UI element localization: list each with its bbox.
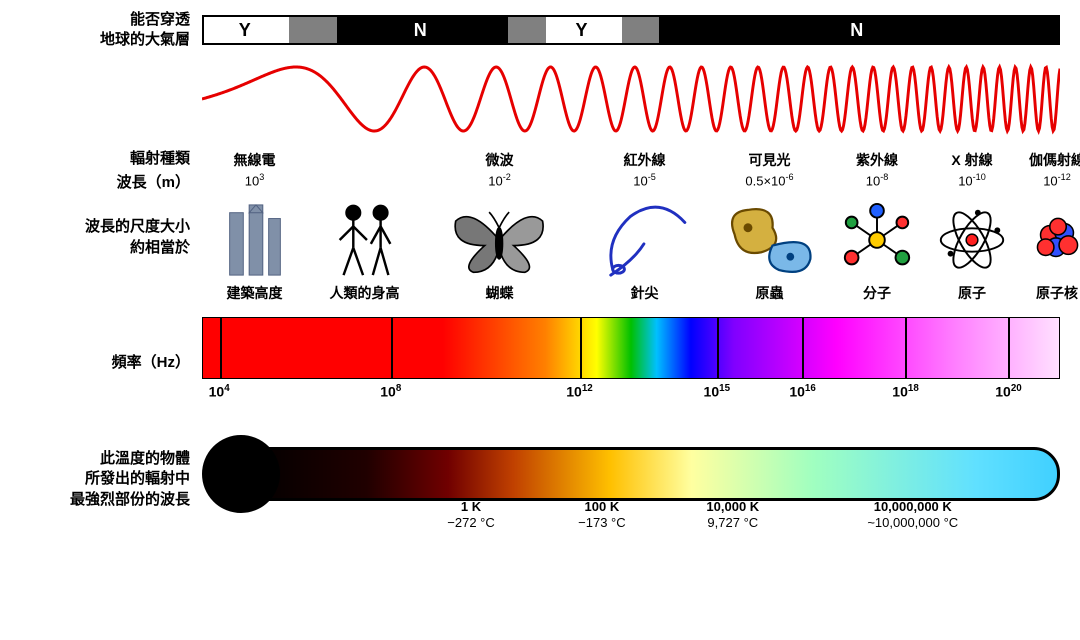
- radiation-column: 紫外線10-8: [827, 151, 927, 190]
- atmosphere-segment: [289, 17, 336, 43]
- radiation-types: 無線電103 微波10-2紅外線10-5可見光0.5×10-6紫外線10-8X …: [202, 151, 1080, 190]
- frequency-tick: [905, 318, 907, 378]
- radiation-column: 可見光0.5×10-6: [712, 151, 827, 190]
- frequency-label: 頻率（Hz）: [20, 353, 202, 373]
- frequency-tick-label: 1020: [995, 383, 1021, 400]
- scale-label: 人類的身高: [307, 283, 422, 303]
- atmosphere-segment: N: [337, 17, 508, 43]
- thermometer-mark: 100 K−173 °C: [578, 499, 625, 533]
- scale-label: 原蟲: [712, 283, 827, 303]
- scale-icon: [827, 201, 927, 279]
- atmosphere-segment: [622, 17, 660, 43]
- scale-icon: [577, 201, 712, 279]
- frequency-tick-label: 1015: [704, 383, 730, 400]
- atmosphere-bar: YNYN: [202, 15, 1060, 45]
- frequency-tick: [391, 318, 393, 378]
- radiation-column: 微波10-2: [422, 151, 577, 190]
- scale-icon: [712, 201, 827, 279]
- atmosphere-segment: Y: [546, 17, 622, 43]
- atmosphere-row: 能否穿透地球的大氣層 Y N Y N: [20, 10, 1060, 51]
- thermometer-tube: [242, 447, 1060, 501]
- wave-row: [20, 59, 1060, 139]
- radiation-column: [307, 151, 422, 190]
- frequency-tick-label: 104: [209, 383, 230, 400]
- radiation-type-label: 輻射種類: [20, 147, 190, 171]
- thermometer-mark: 10,000 K9,727 °C: [706, 499, 759, 533]
- scale-label: 原子核: [1017, 283, 1080, 303]
- wavelength-label: 波長（m）: [20, 171, 190, 195]
- frequency-bar: [202, 317, 1060, 379]
- atmosphere-label: 能否穿透地球的大氣層: [20, 10, 202, 51]
- radiation-column: 無線電103: [202, 151, 307, 190]
- atmosphere-segment: Y: [204, 17, 289, 43]
- scale-label: 分子: [827, 283, 927, 303]
- thermometer-mark: 10,000,000 K~10,000,000 °C: [867, 499, 958, 533]
- scale-label: 原子: [927, 283, 1017, 303]
- scale-icon: [927, 201, 1017, 279]
- radiation-column: 紅外線10-5: [577, 151, 712, 190]
- atmosphere-segment: N: [659, 17, 1058, 43]
- frequency-tick-labels: 104 108 1012 1015 1016 1018 1020: [202, 383, 1060, 411]
- radiation-column: 伽傌射線10-12: [1017, 151, 1080, 190]
- em-wave: [202, 59, 1060, 139]
- scale-icon: [422, 201, 577, 279]
- scale-label: 建築高度: [202, 283, 307, 303]
- scale-compare-label: 波長的尺度大小約相當於: [20, 217, 202, 258]
- scale-icon: [1017, 201, 1080, 279]
- thermometer-bulb: [202, 435, 280, 513]
- scale-label: 蝴蝶: [422, 283, 577, 303]
- scale-icon: [307, 201, 422, 279]
- scale-icons: [202, 201, 1080, 279]
- frequency-tick-label: 1016: [789, 383, 815, 400]
- thermometer-row: 此溫度的物體所發出的輻射中最強烈部份的波長 1 K−272 °C100 K−17…: [20, 435, 1060, 525]
- radiation-type-row: 輻射種類 波長（m） 無線電103 微波10-2紅外線10-5可見光0.5×10…: [20, 147, 1060, 195]
- frequency-row: 頻率（Hz） 104 108 1012 1015 1016 1018 1020: [20, 317, 1060, 411]
- frequency-tick: [717, 318, 719, 378]
- scale-labels-row: 建築高度人類的身高蝴蝶針尖原蟲分子原子原子核: [20, 281, 1060, 303]
- frequency-tick-label: 1018: [892, 383, 918, 400]
- frequency-tick: [802, 318, 804, 378]
- frequency-tick-label: 1012: [566, 383, 592, 400]
- frequency-tick: [1008, 318, 1010, 378]
- temperature-label: 此溫度的物體所發出的輻射中最強烈部份的波長: [20, 449, 202, 510]
- radiation-column: X 射線10-10: [927, 151, 1017, 190]
- atmosphere-segment: [508, 17, 546, 43]
- scale-labels: 建築高度人類的身高蝴蝶針尖原蟲分子原子原子核: [202, 283, 1080, 303]
- scale-icon: [202, 201, 307, 279]
- frequency-tick: [580, 318, 582, 378]
- scale-icons-row: 波長的尺度大小約相當於: [20, 197, 1060, 279]
- thermometer-mark: 1 K−272 °C: [447, 499, 494, 533]
- frequency-tick: [220, 318, 222, 378]
- scale-label: 針尖: [577, 283, 712, 303]
- frequency-tick-label: 108: [380, 383, 401, 400]
- thermometer: 1 K−272 °C100 K−173 °C10,000 K9,727 °C10…: [202, 435, 1060, 525]
